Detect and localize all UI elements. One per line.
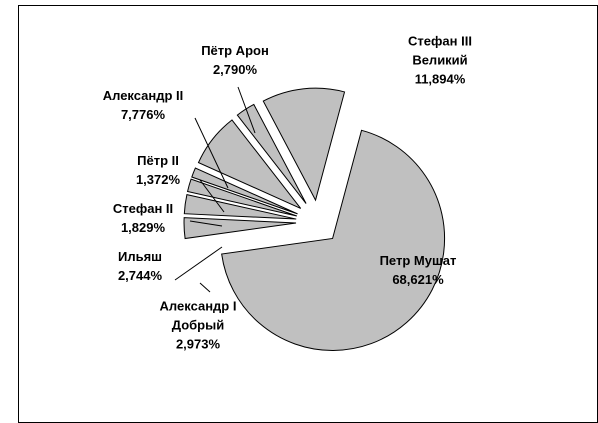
pie-slice bbox=[183, 193, 297, 220]
slice-name: Ильяш bbox=[117, 249, 162, 264]
slice-name: Пётр Арон bbox=[201, 43, 269, 58]
pie-slice bbox=[221, 129, 446, 351]
value-label: 68,621% bbox=[392, 272, 444, 287]
pie-slice bbox=[197, 119, 302, 209]
value-label: 11,894% bbox=[414, 71, 466, 87]
value-label: 7,776% bbox=[120, 107, 166, 122]
value-label: 2,790% bbox=[212, 62, 258, 77]
data-label: Пётр Арон 2,790% bbox=[180, 41, 290, 79]
data-label: Стефан II 1,829% bbox=[98, 199, 188, 237]
slice-name: Пётр II bbox=[137, 153, 179, 168]
slice-name: Стефан III Великий bbox=[408, 33, 472, 68]
leader-line bbox=[189, 220, 223, 227]
leader-line bbox=[174, 246, 223, 281]
data-label: Стефан III Великий 11,894% bbox=[385, 32, 495, 89]
leader-line bbox=[199, 179, 225, 213]
value-label: 1,372% bbox=[135, 172, 181, 187]
data-label: Александр I Добрый 2,973% bbox=[143, 297, 253, 354]
value-label: 2,744% bbox=[117, 268, 163, 283]
pie-slice bbox=[236, 103, 307, 204]
leader-line bbox=[237, 86, 256, 134]
leader-line bbox=[199, 282, 211, 293]
pie-slice bbox=[186, 178, 298, 217]
data-label: Петр Мушат 68,621% bbox=[358, 251, 478, 289]
leader-line bbox=[194, 117, 229, 189]
value-label: 2,973% bbox=[175, 336, 221, 352]
slice-name: Стефан II bbox=[112, 201, 174, 216]
data-label: Пётр II 1,372% bbox=[113, 151, 203, 189]
pie-slice bbox=[183, 217, 297, 240]
data-label: Александр II 7,776% bbox=[88, 86, 198, 124]
slice-name: Александр II bbox=[102, 88, 184, 103]
value-label: 1,829% bbox=[120, 220, 166, 235]
slice-name: Петр Мушат bbox=[379, 253, 457, 268]
data-label: Ильяш 2,744% bbox=[95, 247, 185, 285]
slice-name: Александр I Добрый bbox=[159, 298, 237, 333]
pie-slice bbox=[262, 87, 346, 202]
chart-frame bbox=[18, 5, 598, 423]
pie-slice bbox=[191, 167, 298, 215]
